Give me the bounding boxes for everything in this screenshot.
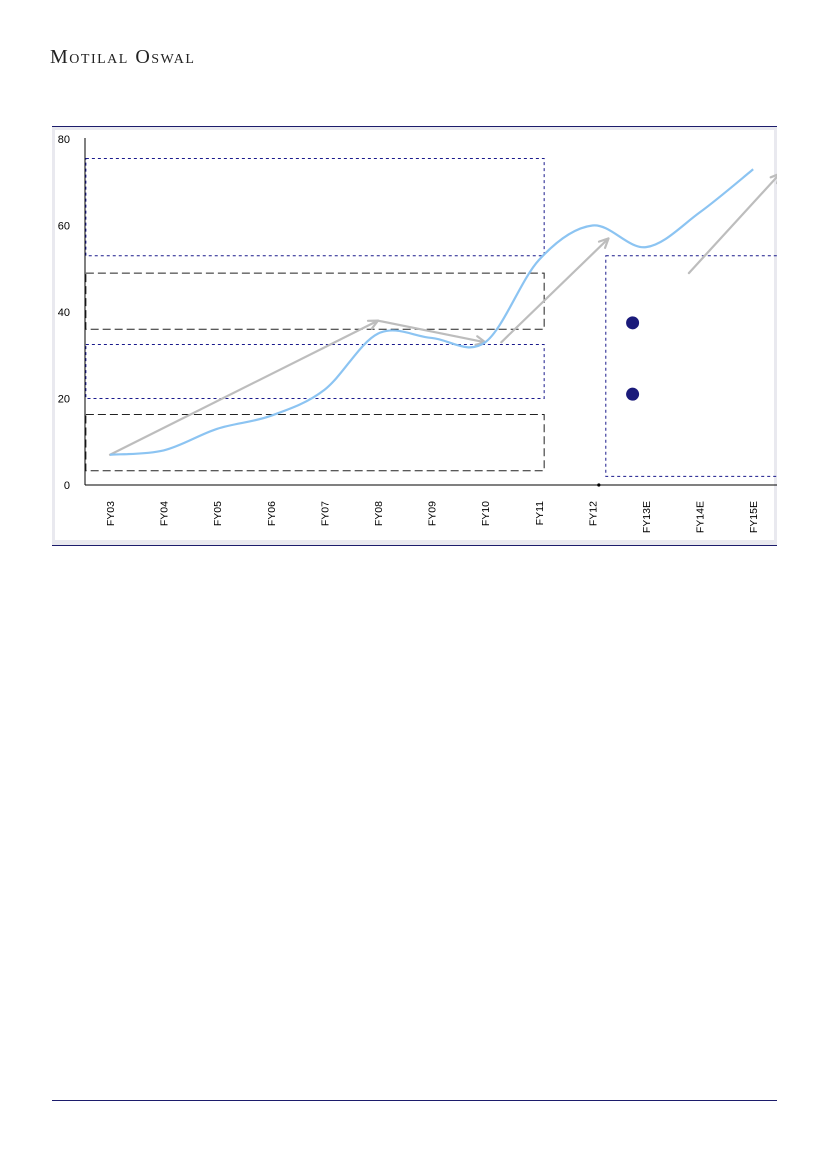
bullet-marker: [626, 387, 640, 401]
series-line: [109, 168, 754, 456]
y-tick-label: 40: [58, 307, 70, 319]
x-tick-label: FY14E: [695, 501, 707, 533]
x-tick-label: FY10: [480, 501, 492, 526]
x-tick-label: FY07: [319, 501, 331, 526]
annotation-box: [85, 414, 545, 472]
brand-logo: Motilal Oswal: [50, 46, 196, 68]
trend-arrow: [687, 173, 777, 275]
x-tick-label: FY09: [427, 501, 439, 526]
trend-arrows: [108, 173, 777, 456]
x-tick-label: FY03: [105, 501, 117, 526]
x-tick-label: FY15E: [748, 501, 760, 533]
trend-arrow-head: [769, 173, 777, 185]
y-tick-label: 20: [58, 394, 70, 406]
chart-top-rule: [52, 126, 777, 127]
footer-rule: [52, 1100, 777, 1101]
markers: [626, 316, 640, 401]
x-tick-label: FY04: [159, 501, 171, 526]
annotation-box: [605, 255, 777, 477]
x-tick-label: FY12: [587, 501, 599, 526]
x-axis: FY03 FY04 FY05 FY06 FY07 FY08 FY09 FY10 FY11 FY12…: [85, 483, 777, 533]
x-tick-label: FY08: [373, 501, 385, 526]
y-tick-label: 80: [58, 134, 70, 146]
series-lines: [109, 168, 754, 456]
annotation-box: [85, 343, 545, 399]
trend-arrow-shaft: [687, 175, 777, 275]
chart-bottom-rule: [52, 545, 777, 546]
annotation-box: [85, 157, 545, 257]
x-axis-tick-mark: [597, 483, 601, 487]
trend-arrow-head: [597, 237, 610, 249]
trend-arrow: [500, 237, 610, 344]
y-tick-label: 0: [64, 480, 70, 492]
bullet-marker: [626, 316, 640, 330]
trend-arrow-shaft: [108, 319, 380, 456]
trend-arrow-shaft: [376, 319, 487, 344]
trend-arrow-shaft: [500, 237, 610, 344]
y-tick-label: 60: [58, 221, 70, 233]
x-tick-label: FY06: [266, 501, 278, 526]
y-axis: 0 20 40 60 80: [58, 134, 86, 492]
x-tick-label: FY11: [534, 501, 546, 525]
x-tick-label: FY05: [212, 501, 224, 526]
x-tick-label: FY13E: [641, 501, 653, 533]
